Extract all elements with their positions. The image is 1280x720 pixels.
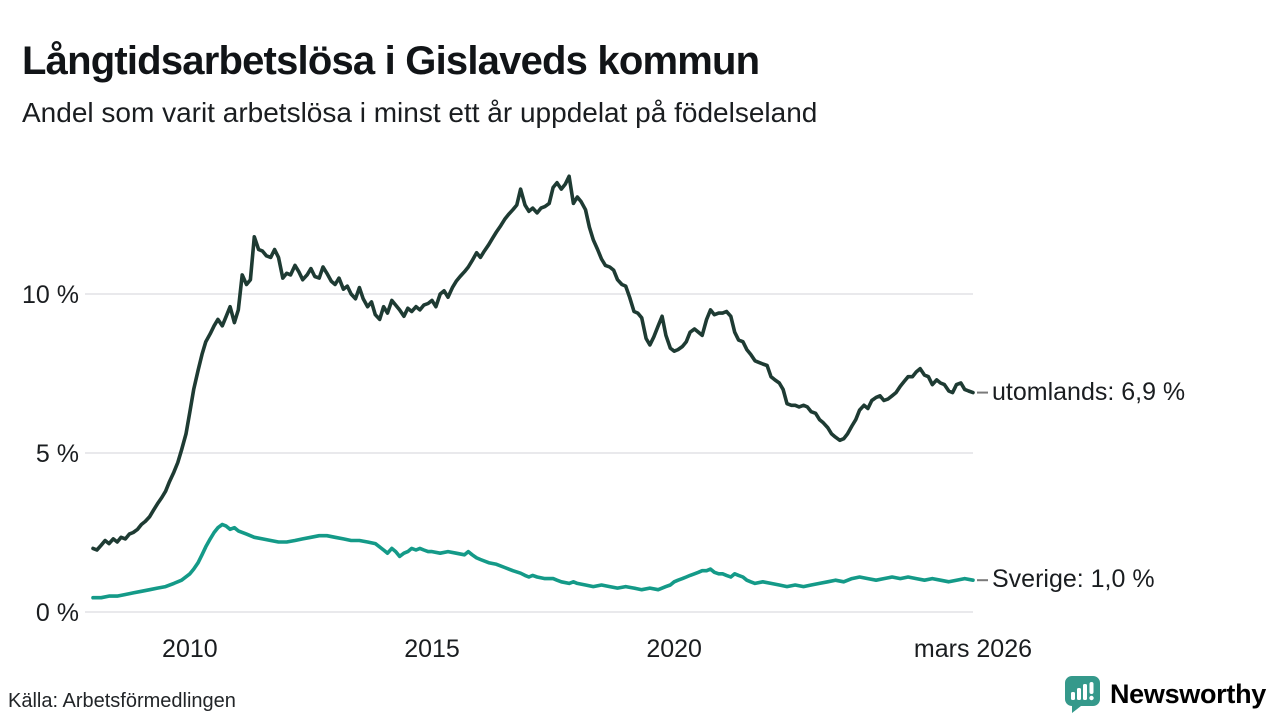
bar-small [1070,692,1075,700]
series-label-utomlands: utomlands: 6,9 % [992,377,1186,406]
Sverige-line [91,522,975,600]
x-tick-label: 2020 [646,635,702,663]
series-label-sverige: Sverige: 1,0 % [992,565,1155,594]
y-tick-label: 5 % [36,440,79,468]
newsworthy-logo[interactable]: Newsworthy [1064,675,1266,714]
bar-tall [1082,684,1087,700]
newsworthy-wordmark: Newsworthy [1109,679,1266,709]
bar-medium [1076,688,1081,700]
exclamation-bar [1089,682,1094,694]
exclamation-dot [1089,695,1094,701]
utomlands-line [91,174,975,552]
x-tick-label: 2010 [162,635,218,663]
newsworthy-icon [1064,676,1100,713]
y-tick-label: 0 % [36,599,79,627]
page-title: Långtidsarbetslösa i Gislaveds kommun [22,38,760,83]
y-tick-label: 10 % [22,281,79,309]
x-tick-label: mars 2026 [914,635,1032,663]
x-tick-label: 2015 [404,635,460,663]
speech-bubble-shape [1064,676,1100,713]
chart-subtitle: Andel som varit arbetslösa i minst ett å… [22,97,818,128]
source-note: Källa: Arbetsförmedlingen [8,690,236,712]
